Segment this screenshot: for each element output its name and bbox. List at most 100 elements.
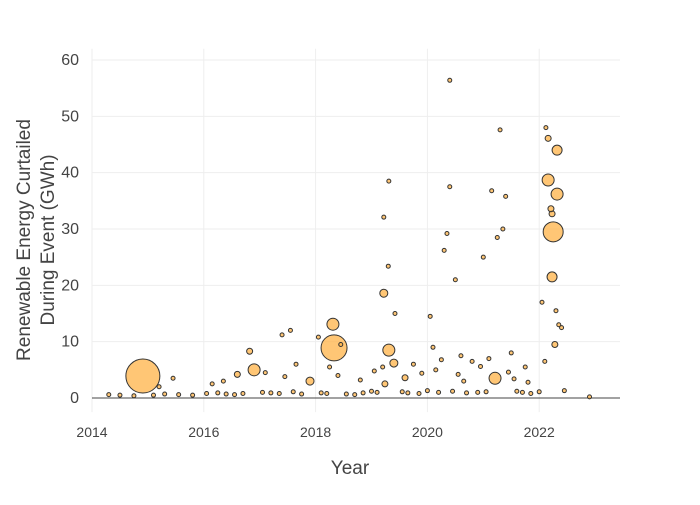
data-point — [433, 367, 439, 373]
data-point — [371, 368, 377, 374]
data-point — [223, 391, 229, 397]
data-point — [469, 358, 475, 364]
data-point — [293, 361, 299, 367]
data-point — [494, 234, 500, 240]
data-point — [559, 325, 565, 331]
data-point — [447, 77, 453, 83]
data-point — [436, 389, 442, 395]
data-point — [380, 364, 386, 370]
data-point — [528, 390, 534, 396]
data-point — [190, 392, 196, 398]
data-point — [488, 371, 502, 385]
data-point — [542, 221, 564, 243]
data-point — [539, 299, 545, 305]
data-point — [338, 341, 344, 347]
data-point — [162, 391, 168, 397]
data-point — [461, 378, 467, 384]
x-tick-label: 2020 — [412, 424, 443, 440]
data-point — [381, 214, 387, 220]
data-point — [215, 390, 221, 396]
data-point — [419, 370, 425, 376]
data-point — [381, 380, 389, 388]
data-point — [464, 390, 470, 396]
data-point — [374, 389, 380, 395]
x-tick-label: 2022 — [524, 424, 555, 440]
data-point — [556, 322, 562, 328]
data-point — [543, 125, 549, 131]
data-point — [318, 390, 324, 396]
data-point — [458, 353, 464, 359]
data-point — [156, 384, 162, 390]
data-point — [240, 390, 246, 396]
data-point — [279, 332, 285, 338]
data-point — [379, 288, 389, 298]
data-point — [497, 127, 503, 133]
data-point — [389, 358, 399, 368]
data-point — [551, 144, 563, 156]
data-point — [343, 391, 349, 397]
data-point — [441, 247, 447, 253]
data-point — [551, 340, 559, 348]
data-point — [176, 392, 182, 398]
data-point — [553, 308, 559, 314]
y-tick-label: 50 — [61, 108, 79, 125]
data-point — [385, 263, 391, 269]
data-point — [475, 389, 481, 395]
data-point — [326, 317, 340, 331]
data-point — [106, 392, 112, 398]
data-point — [486, 356, 492, 362]
data-point — [125, 358, 161, 394]
data-point — [305, 376, 315, 386]
data-point — [546, 271, 558, 283]
data-point — [541, 173, 555, 187]
gridlines — [91, 48, 620, 413]
data-point — [382, 343, 396, 357]
y-tick-label: 0 — [70, 390, 79, 407]
data-point — [503, 193, 509, 199]
data-point — [327, 364, 333, 370]
data-point — [262, 370, 268, 376]
data-point — [519, 389, 525, 395]
data-point — [424, 388, 430, 394]
data-point — [427, 313, 433, 319]
data-point — [209, 381, 215, 387]
data-point — [220, 378, 226, 384]
y-tick-label: 20 — [61, 277, 79, 294]
data-point — [416, 390, 422, 396]
data-point — [478, 363, 484, 369]
data-point — [392, 311, 398, 317]
data-point — [117, 392, 123, 398]
data-point — [233, 370, 241, 378]
data-point — [386, 178, 392, 184]
data-point — [282, 374, 288, 380]
y-tick-label: 60 — [61, 52, 79, 69]
data-point — [544, 134, 552, 142]
data-point — [438, 357, 444, 363]
data-point — [525, 379, 531, 385]
data-point — [369, 388, 374, 394]
data-point — [536, 389, 542, 395]
data-point — [547, 205, 555, 213]
data-point — [455, 371, 461, 377]
data-point — [232, 392, 238, 398]
x-axis-title: Year — [331, 458, 370, 479]
data-point — [401, 374, 409, 382]
data-point — [268, 390, 274, 396]
data-point — [447, 184, 453, 190]
x-tick-label: 2018 — [300, 424, 331, 440]
data-point — [150, 392, 156, 398]
data-point — [259, 389, 265, 395]
y-tick-label: 30 — [61, 221, 79, 238]
data-point — [204, 390, 210, 396]
x-axis-ticks: 2014 2016 2018 2020 2022 — [76, 424, 555, 440]
data-point — [405, 390, 411, 396]
data-point — [508, 350, 514, 356]
data-point — [587, 394, 593, 400]
y-tick-label: 40 — [61, 165, 79, 182]
data-point — [514, 388, 520, 394]
data-point — [430, 344, 436, 350]
data-point — [505, 369, 511, 375]
data-point — [480, 254, 486, 260]
data-point — [410, 361, 416, 367]
y-axis-ticks: 0 10 20 30 40 50 60 — [61, 52, 79, 407]
